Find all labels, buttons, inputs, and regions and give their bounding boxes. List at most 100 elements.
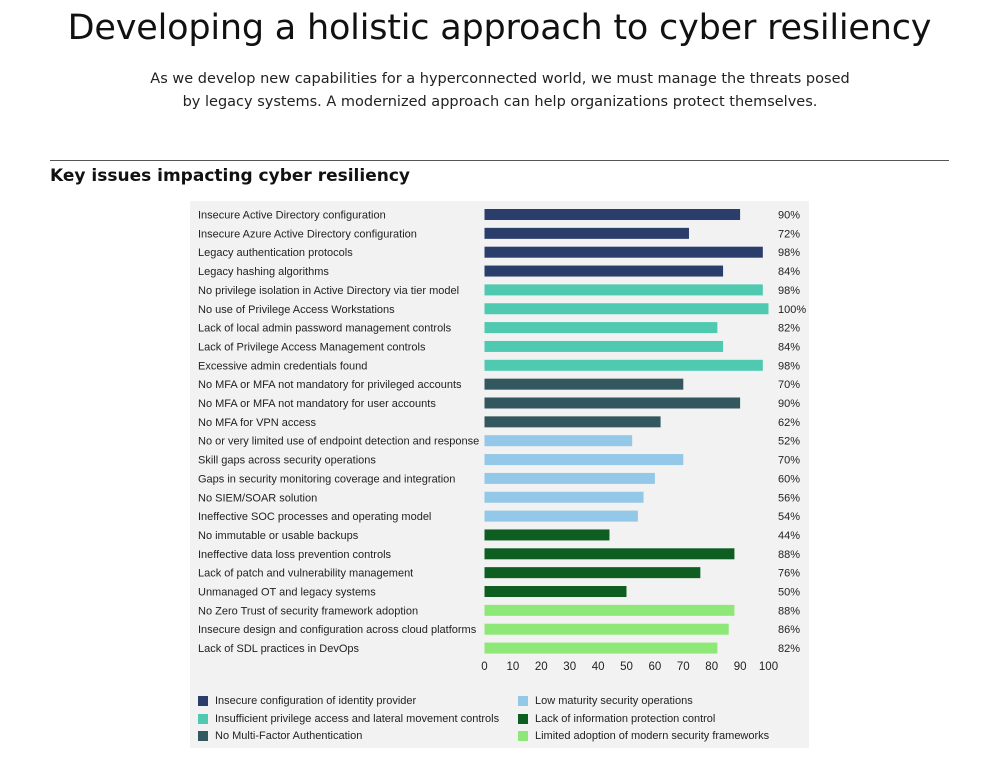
data-label: 98%	[778, 360, 800, 372]
legend-item: No Multi-Factor Authentication	[198, 729, 362, 743]
section-heading: Key issues impacting cyber resiliency	[50, 166, 411, 186]
data-label: 44%	[778, 530, 800, 542]
bar-chart: Insecure Active Directory configuration 9…	[198, 209, 806, 673]
data-label: 56%	[778, 492, 800, 504]
category-label: No Zero Trust of security framework adop…	[198, 605, 418, 617]
bar	[484, 472, 655, 484]
x-tick-label: 10	[507, 661, 520, 673]
legend-item: Lack of information protection control	[518, 712, 715, 726]
bar	[484, 246, 763, 258]
legend-label: Limited adoption of modern security fram…	[535, 730, 770, 742]
bar	[484, 529, 610, 541]
bar	[484, 586, 627, 597]
legend-label: Insufficient privilege access and latera…	[215, 712, 500, 725]
category-label: No use of Privilege Access Workstations	[198, 304, 395, 316]
x-tick-label: 100	[759, 661, 778, 673]
bar	[484, 623, 729, 635]
category-label: Legacy authentication protocols	[198, 247, 353, 259]
bar	[484, 435, 633, 447]
page-subtitle: As we develop new capabilities for a hyp…	[150, 71, 850, 110]
data-label: 72%	[778, 228, 800, 240]
data-label: 84%	[778, 341, 800, 353]
data-label: 88%	[778, 549, 800, 561]
bar	[484, 359, 763, 371]
category-label: No immutable or usable backups	[198, 530, 359, 542]
section-divider	[50, 160, 949, 161]
page-title: Developing a holistic approach to cyber …	[67, 8, 932, 48]
category-label: Insecure Active Directory configuration	[198, 210, 386, 222]
data-label: 88%	[778, 605, 800, 617]
category-label: Lack of patch and vulnerability manageme…	[198, 568, 413, 580]
x-tick-label: 0	[481, 661, 487, 673]
bar	[484, 397, 741, 409]
legend-label: Insecure configuration of identity provi…	[215, 695, 417, 707]
legend-label: Low maturity security operations	[535, 695, 693, 707]
x-tick-label: 80	[705, 661, 718, 673]
bar	[484, 416, 661, 428]
bar	[484, 209, 741, 220]
category-label: Lack of local admin password management …	[198, 323, 452, 335]
data-label: 90%	[778, 398, 800, 410]
legend-label: No Multi-Factor Authentication	[215, 730, 363, 742]
data-label: 98%	[778, 247, 800, 259]
data-label: 70%	[778, 379, 800, 391]
bar	[484, 265, 724, 277]
x-tick-label: 60	[649, 661, 662, 673]
category-label: Unmanaged OT and legacy systems	[198, 587, 376, 599]
x-tick-label: 90	[734, 661, 747, 673]
category-label: Lack of SDL practices in DevOps	[198, 643, 359, 655]
bar	[484, 642, 718, 654]
legend-item: Limited adoption of modern security fram…	[518, 729, 769, 743]
bar	[484, 378, 684, 390]
category-label: Insecure design and configuration across…	[198, 624, 477, 636]
legend-label: Lack of information protection control	[535, 712, 716, 725]
legend-swatch	[198, 731, 208, 741]
data-label: 54%	[778, 511, 800, 523]
legend-swatch	[518, 696, 528, 706]
data-label: 100%	[778, 304, 806, 316]
chart-legend: Insecure configuration of identity provi…	[190, 689, 809, 748]
legend-item: Low maturity security operations	[518, 694, 693, 708]
category-label: No MFA for VPN access	[198, 417, 316, 429]
x-tick-label: 30	[563, 661, 576, 673]
legend-swatch	[198, 696, 208, 706]
legend-item: Insecure configuration of identity provi…	[198, 694, 416, 708]
data-label: 70%	[778, 455, 800, 467]
bar	[484, 340, 724, 352]
category-label: No privilege isolation in Active Directo…	[198, 285, 459, 297]
category-label: No MFA or MFA not mandatory for user acc…	[198, 398, 436, 410]
data-label: 98%	[778, 285, 800, 297]
bar	[484, 303, 769, 315]
category-label: Lack of Privilege Access Management cont…	[198, 341, 426, 353]
data-label: 60%	[778, 473, 800, 485]
bar	[484, 284, 763, 296]
chart-panel: Insecure Active Directory configuration 9…	[190, 201, 809, 748]
legend-item: Insufficient privilege access and latera…	[198, 712, 499, 726]
bar	[484, 604, 735, 616]
category-label: No SIEM/SOAR solution	[198, 492, 317, 504]
bar	[484, 567, 701, 579]
category-label: No MFA or MFA not mandatory for privileg…	[198, 379, 462, 391]
data-label: 90%	[778, 210, 800, 222]
bar	[484, 322, 718, 334]
x-tick-label: 50	[620, 661, 633, 673]
data-label: 82%	[778, 643, 800, 655]
legend-swatch	[518, 713, 528, 724]
category-label: No or very limited use of endpoint detec…	[198, 436, 479, 448]
data-label: 84%	[778, 266, 800, 278]
category-label: Excessive admin credentials found	[198, 360, 367, 372]
data-label: 62%	[778, 417, 800, 429]
data-label: 50%	[778, 587, 800, 599]
category-label: Insecure Azure Active Directory configur…	[198, 228, 417, 240]
legend-swatch	[198, 713, 208, 724]
category-label: Gaps in security monitoring coverage and…	[198, 473, 455, 485]
category-label: Ineffective data loss prevention control…	[198, 549, 392, 561]
data-label: 52%	[778, 436, 800, 448]
data-label: 76%	[778, 568, 800, 580]
legend-swatch	[518, 731, 528, 741]
x-tick-label: 20	[535, 661, 548, 673]
bar	[484, 227, 689, 239]
data-label: 82%	[778, 323, 800, 335]
bar	[484, 510, 638, 522]
bar	[484, 454, 684, 466]
